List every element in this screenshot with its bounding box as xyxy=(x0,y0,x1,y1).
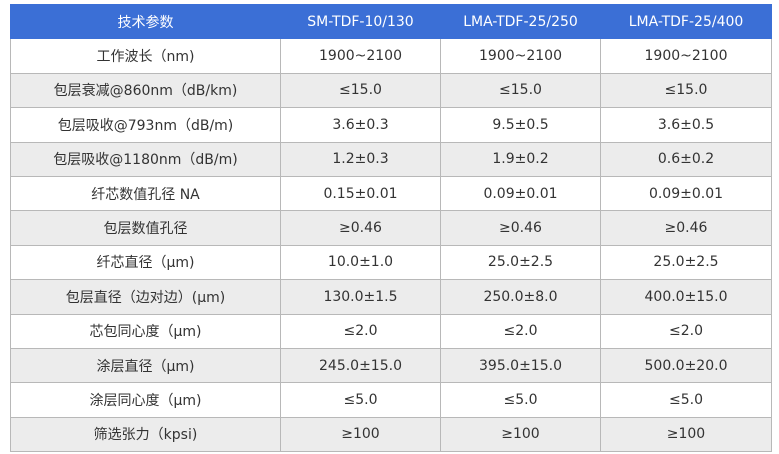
table-cell: ≥100 xyxy=(440,416,601,453)
table-cell: 0.09±0.01 xyxy=(600,175,772,212)
table-cell: ≥0.46 xyxy=(600,210,772,246)
table-cell: ≤15.0 xyxy=(280,72,441,109)
table-cell: 25.0±2.5 xyxy=(440,244,601,281)
header-cell: LMA-TDF-25/400 xyxy=(600,3,772,40)
table-row: 包层衰减@860nm（dB/km) ≤15.0 ≤15.0 ≤15.0 xyxy=(10,72,772,109)
table-row: 纤芯直径（μm) 10.0±1.0 25.0±2.5 25.0±2.5 xyxy=(10,244,772,281)
table-cell: ≤15.0 xyxy=(440,72,601,109)
table-cell: 0.15±0.01 xyxy=(280,175,441,212)
table-cell: 500.0±20.0 xyxy=(600,347,772,384)
table-cell: ≤2.0 xyxy=(280,313,441,349)
header-cell: LMA-TDF-25/250 xyxy=(440,3,601,40)
table-cell: 筛选张力（kpsi) xyxy=(10,416,281,453)
table-row: 包层数值孔径 ≥0.46 ≥0.46 ≥0.46 xyxy=(10,210,772,246)
table-cell: 纤芯直径（μm) xyxy=(10,244,281,281)
table-cell: 包层直径（边对边）(μm) xyxy=(10,279,281,315)
table-cell: 涂层直径（μm) xyxy=(10,347,281,384)
table-row: 包层直径（边对边）(μm) 130.0±1.5 250.0±8.0 400.0±15.… xyxy=(10,279,772,315)
table-cell: 包层衰减@860nm（dB/km) xyxy=(10,72,281,109)
table-cell: 1900~2100 xyxy=(600,38,772,74)
table-row: 涂层同心度（μm) ≤5.0 ≤5.0 ≤5.0 xyxy=(10,382,772,418)
table-cell: ≤2.0 xyxy=(600,313,772,349)
table-cell: 9.5±0.5 xyxy=(440,107,601,143)
table-cell: 3.6±0.5 xyxy=(600,107,772,143)
table-wrap: 技术参数 SM-TDF-10/130 LMA-TDF-25/250 LMA-TDF-2… xyxy=(10,3,772,453)
table-cell: 纤芯数值孔径 NA xyxy=(10,175,281,212)
table-row: 筛选张力（kpsi) ≥100 ≥100 ≥100 xyxy=(10,416,772,453)
table-cell: 1900~2100 xyxy=(440,38,601,74)
header-cell: 技术参数 xyxy=(10,3,281,40)
table-cell: 1900~2100 xyxy=(280,38,441,74)
table-row: 工作波长（nm) 1900~2100 1900~2100 1900~2100 xyxy=(10,38,772,74)
header-cell: SM-TDF-10/130 xyxy=(280,3,441,40)
table-cell: 包层吸收@1180nm（dB/m) xyxy=(10,141,281,177)
table-cell: 400.0±15.0 xyxy=(600,279,772,315)
table-cell: ≥100 xyxy=(600,416,772,453)
table-cell: ≥0.46 xyxy=(280,210,441,246)
table-cell: 395.0±15.0 xyxy=(440,347,601,384)
table-cell: 245.0±15.0 xyxy=(280,347,441,384)
table-cell: 芯包同心度（μm) xyxy=(10,313,281,349)
table-cell: ≤2.0 xyxy=(440,313,601,349)
table-cell: 工作波长（nm) xyxy=(10,38,281,74)
table-cell: 3.6±0.3 xyxy=(280,107,441,143)
table-cell: ≥0.46 xyxy=(440,210,601,246)
table-row: 芯包同心度（μm) ≤2.0 ≤2.0 ≤2.0 xyxy=(10,313,772,349)
table-cell: 包层数值孔径 xyxy=(10,210,281,246)
table-cell: 250.0±8.0 xyxy=(440,279,601,315)
table-cell: 130.0±1.5 xyxy=(280,279,441,315)
table-row: 纤芯数值孔径 NA 0.15±0.01 0.09±0.01 0.09±0.01 xyxy=(10,175,772,212)
table-body: 工作波长（nm) 1900~2100 1900~2100 1900~2100 包层衰减@… xyxy=(10,38,772,453)
table-row: 包层吸收@793nm（dB/m) 3.6±0.3 9.5±0.5 3.6±0.5 xyxy=(10,107,772,143)
table-row: 涂层直径（μm) 245.0±15.0 395.0±15.0 500.0±20.0 xyxy=(10,347,772,384)
table-row: 包层吸收@1180nm（dB/m) 1.2±0.3 1.9±0.2 0.6±0.2 xyxy=(10,141,772,177)
header-row: 技术参数 SM-TDF-10/130 LMA-TDF-25/250 LMA-TDF-2… xyxy=(10,3,772,40)
table-cell: 25.0±2.5 xyxy=(600,244,772,281)
table-cell: 涂层同心度（μm) xyxy=(10,382,281,418)
spec-table: 技术参数 SM-TDF-10/130 LMA-TDF-25/250 LMA-TDF-2… xyxy=(10,3,772,453)
table-cell: ≤15.0 xyxy=(600,72,772,109)
table-cell: 1.2±0.3 xyxy=(280,141,441,177)
table-cell: 10.0±1.0 xyxy=(280,244,441,281)
table-cell: 0.09±0.01 xyxy=(440,175,601,212)
table-cell: ≥100 xyxy=(280,416,441,453)
table-cell: ≤5.0 xyxy=(600,382,772,418)
table-cell: 包层吸收@793nm（dB/m) xyxy=(10,107,281,143)
table-cell: 0.6±0.2 xyxy=(600,141,772,177)
table-cell: ≤5.0 xyxy=(280,382,441,418)
table-cell: ≤5.0 xyxy=(440,382,601,418)
table-cell: 1.9±0.2 xyxy=(440,141,601,177)
